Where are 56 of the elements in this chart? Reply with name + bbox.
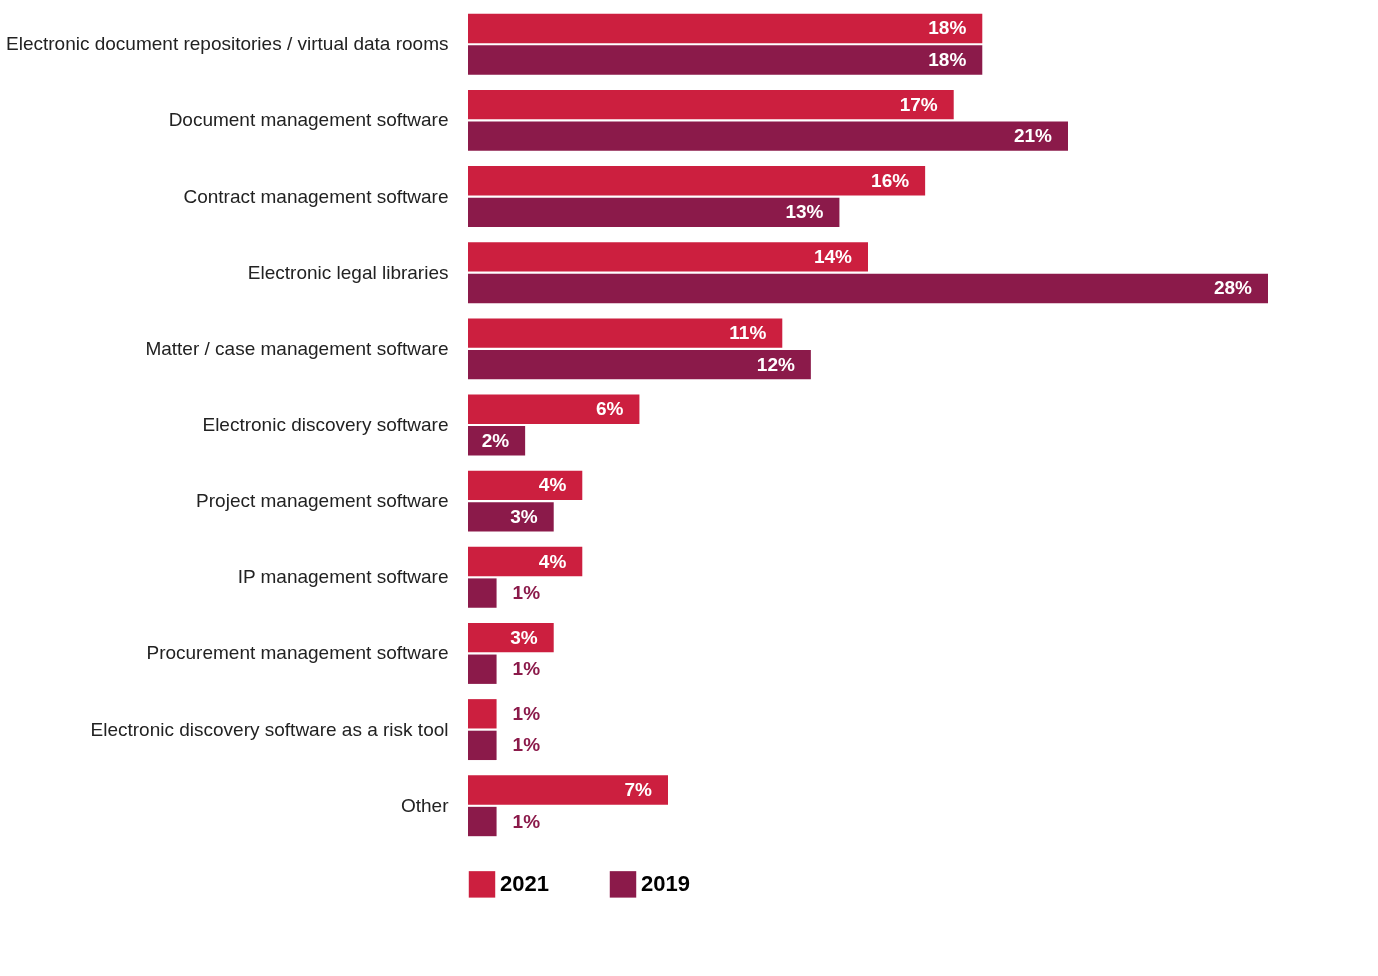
bar (468, 273, 1268, 304)
data-label: 2% (481, 429, 510, 451)
y-tick-label: Procurement management software (146, 642, 449, 664)
data-label: 3% (510, 505, 538, 527)
y-tick-label: Matter / case management software (145, 337, 449, 359)
data-label: 4% (538, 474, 567, 496)
data-label: 1% (512, 582, 541, 604)
bar (468, 470, 583, 501)
y-tick-label: Document management software (168, 109, 449, 131)
bar (468, 730, 497, 761)
data-label: 1% (512, 810, 541, 832)
bar (468, 502, 554, 532)
data-label: 1% (512, 702, 541, 724)
data-label: 18% (928, 17, 967, 39)
data-label: 17% (899, 93, 938, 115)
data-label: 14% (813, 245, 853, 267)
data-label: 4% (538, 550, 567, 572)
data-label: 13% (785, 201, 824, 223)
data-label: 7% (624, 778, 653, 800)
y-tick-label: Electronic discovery software (202, 414, 449, 435)
y-tick-label: Other (400, 794, 450, 816)
bar (468, 89, 954, 120)
y-tick-label: Contract management software (183, 185, 449, 207)
data-label: 1% (512, 734, 541, 756)
data-label: 21% (1013, 125, 1053, 147)
bar (468, 197, 840, 228)
data-label: 18% (928, 49, 967, 71)
y-tick-label: IP management software (237, 566, 449, 588)
y-tick-label: Project management software (196, 490, 449, 512)
data-label: 16% (871, 169, 910, 191)
bar (468, 775, 668, 805)
data-label: 28% (1213, 277, 1253, 299)
legend-label: 2019 (641, 871, 690, 897)
bar (468, 622, 554, 653)
data-label: 11% (729, 322, 767, 344)
bar (468, 318, 783, 348)
legend-label: 2021 (500, 871, 549, 897)
data-label: 3% (510, 626, 538, 648)
bar (468, 806, 497, 837)
bar (468, 654, 497, 684)
bar (468, 349, 811, 380)
bar (468, 394, 640, 424)
bar (468, 121, 1068, 151)
data-label: 6% (595, 398, 624, 420)
y-tick-label: Electronic discovery software as a risk tool (90, 718, 449, 740)
bar (468, 699, 497, 729)
bar (468, 166, 926, 196)
y-tick-label: Electronic legal libraries (247, 261, 449, 283)
bar (468, 578, 497, 608)
data-label: 12% (756, 353, 795, 375)
bar (468, 546, 583, 577)
bar (468, 45, 983, 75)
bar (468, 242, 868, 272)
bar (468, 13, 983, 44)
data-label: 1% (512, 658, 541, 680)
y-tick-label: Electronic document repositories / virtual data rooms (6, 33, 449, 55)
